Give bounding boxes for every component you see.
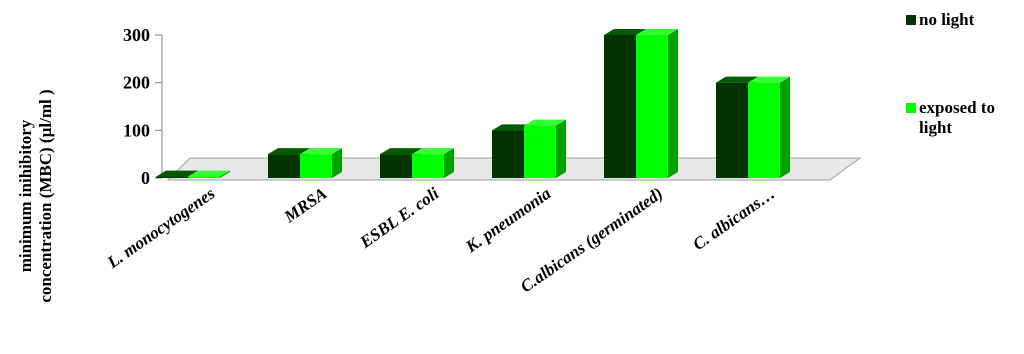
bar-front (748, 82, 780, 178)
legend-label-exposed-to-light: exposed to light (919, 98, 996, 137)
legend-item-exposed-to-light: exposed to light (906, 98, 1024, 138)
y-axis-title-line-2: concentration (MBC) (µl/ml ) (36, 89, 55, 303)
bar-top (748, 76, 790, 83)
bar-exposed-to-light-c-albicans-germinated (636, 29, 678, 178)
bar-front (188, 176, 220, 178)
bar-front (636, 35, 668, 178)
x-tick-label: K. pneumonia (461, 183, 554, 256)
bar-front (268, 154, 300, 178)
bar-exposed-to-light-mrsa (300, 148, 342, 178)
legend-label-no-light: no light (919, 10, 975, 29)
y-tick-label: 300 (123, 25, 150, 45)
bar-top (380, 148, 422, 155)
bar-front (716, 82, 748, 178)
bar-top (492, 124, 534, 131)
bar-side (668, 29, 678, 178)
x-tick-label: MRSA (280, 184, 330, 227)
y-tick-label: 200 (123, 73, 150, 93)
bar-top (524, 119, 566, 126)
bar-front (412, 154, 444, 178)
bar-top (604, 29, 646, 35)
bar-exposed-to-light-c-albicans (748, 76, 790, 178)
y-axis-title: minimum inihibitory concentration (MBC) … (16, 66, 76, 326)
bar-front (524, 125, 556, 178)
bar-top (156, 170, 198, 177)
bar-top (412, 148, 454, 155)
bar-side (220, 170, 230, 178)
bar-side (332, 148, 342, 178)
bar-top (300, 148, 342, 155)
legend-item-no-light: no light (906, 10, 1024, 30)
legend-swatch-no-light (906, 15, 916, 25)
y-tick-label: 0 (141, 168, 150, 188)
x-tick-label: ESBL E. coli (356, 184, 443, 253)
legend: no light exposed to light (906, 10, 1024, 137)
y-axis: 0 100 200 300 (123, 25, 163, 188)
bar-front (156, 176, 188, 178)
bar-top (268, 148, 310, 155)
legend-swatch-exposed-to-light (906, 103, 916, 113)
bar-top (188, 170, 230, 177)
x-tick-label: L. monocytogenes (103, 183, 219, 272)
bar-exposed-to-light-l-monocytogenes (188, 170, 230, 178)
bar-front (492, 130, 524, 178)
bars (156, 29, 790, 178)
bar-front (380, 154, 412, 178)
bar-side (444, 148, 454, 178)
bar-exposed-to-light-esbl-e-coli (412, 148, 454, 178)
bar-side (556, 119, 566, 178)
x-axis-labels: L. monocytogenes MRSA ESBL E. coli K. pneum… (103, 183, 778, 296)
bar-side (780, 76, 790, 178)
bar-exposed-to-light-k-pneumonia (524, 119, 566, 178)
bar-front (300, 154, 332, 178)
y-axis-title-line-1: minimum inihibitory (16, 119, 35, 273)
x-tick-label: C. albicans… (689, 184, 778, 254)
y-tick-label: 100 (123, 120, 150, 140)
bar-top (636, 29, 678, 35)
bar-top (716, 76, 758, 83)
bar-front (604, 35, 636, 178)
